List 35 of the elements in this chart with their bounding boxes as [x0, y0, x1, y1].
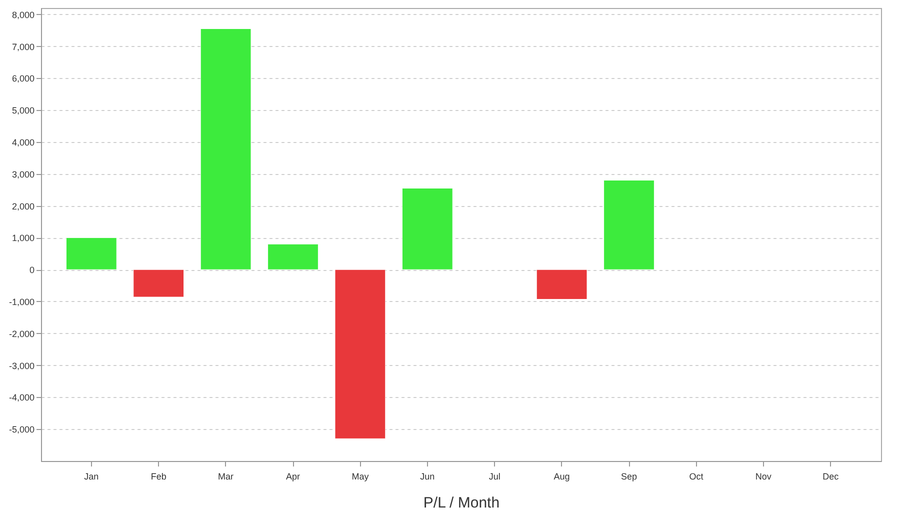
- y-tick-label: 7,000: [12, 42, 34, 52]
- x-tick-label: Oct: [689, 472, 704, 482]
- y-tick-label: -1,000: [8, 296, 34, 307]
- y-tick-label: 6,000: [12, 74, 34, 84]
- x-tick-label: Jan: [84, 472, 99, 482]
- bar: [268, 244, 318, 270]
- x-tick-label: Jul: [488, 472, 500, 482]
- bar: [66, 237, 117, 270]
- bar: [200, 28, 252, 270]
- x-tick-label: Jun: [420, 472, 435, 482]
- x-tick-label: Mar: [218, 472, 234, 482]
- x-tick-label: Nov: [755, 472, 772, 482]
- y-tick-label: 2,000: [12, 201, 34, 212]
- x-tick-label: Aug: [554, 472, 570, 482]
- y-tick-label: 3,000: [12, 169, 34, 180]
- y-tick-label: 1,000: [12, 233, 34, 244]
- y-tick-label: -2,000: [8, 328, 34, 339]
- x-tick-label: May: [352, 472, 370, 482]
- bar: [604, 180, 654, 270]
- y-tick-label: 5,000: [12, 106, 34, 116]
- x-tick-label: Apr: [286, 472, 300, 482]
- bar: [402, 188, 453, 270]
- x-axis-title: P/L / Month: [423, 494, 500, 512]
- x-tick-label: Feb: [150, 472, 166, 482]
- bar: [334, 269, 386, 439]
- y-tick-label: -5,000: [8, 424, 34, 435]
- bar: [133, 269, 184, 298]
- y-tick-label: -4,000: [8, 392, 34, 403]
- x-tick-label: Sep: [620, 472, 638, 482]
- y-tick-label: -3,000: [8, 360, 34, 371]
- x-tick-label: Dec: [822, 472, 840, 482]
- bar: [536, 269, 588, 300]
- y-tick-label: 8,000: [12, 10, 34, 20]
- y-tick-label: 0: [29, 265, 34, 276]
- y-tick-label: 4,000: [12, 137, 34, 148]
